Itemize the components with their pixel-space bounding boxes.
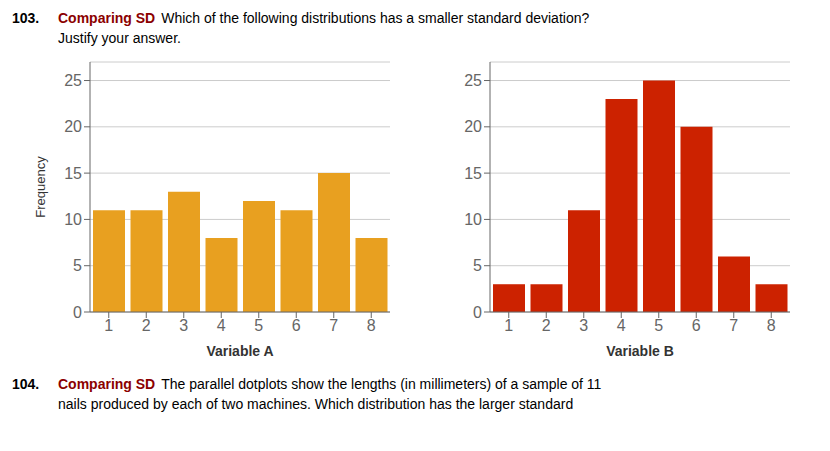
svg-text:10: 10 bbox=[64, 211, 82, 228]
svg-text:1: 1 bbox=[504, 317, 513, 334]
html-text:104.: 104. bbox=[12, 376, 40, 392]
svg-text:Variable A: Variable A bbox=[206, 343, 273, 359]
svg-text:8: 8 bbox=[367, 317, 376, 334]
svg-text:2: 2 bbox=[142, 317, 151, 334]
svg-text:15: 15 bbox=[64, 165, 82, 182]
svg-text:5: 5 bbox=[654, 317, 663, 334]
svg-text:20: 20 bbox=[464, 118, 482, 135]
svg-text:0: 0 bbox=[73, 304, 82, 321]
html-text:Justify your answer.: Justify your answer. bbox=[58, 30, 181, 46]
svg-text:7: 7 bbox=[329, 317, 338, 334]
svg-text:7: 7 bbox=[729, 317, 738, 334]
svg-text:Variable B: Variable B bbox=[606, 343, 674, 359]
html-text:Comparing SD The parallel dotp: Comparing SD The parallel dotplots show … bbox=[58, 376, 602, 392]
svg-text:1: 1 bbox=[104, 317, 113, 334]
svg-text:4: 4 bbox=[217, 317, 226, 334]
svg-text:5: 5 bbox=[254, 317, 263, 334]
svg-text:6: 6 bbox=[292, 317, 301, 334]
svg-text:8: 8 bbox=[767, 317, 776, 334]
svg-text:3: 3 bbox=[179, 317, 188, 334]
svg-text:15: 15 bbox=[464, 165, 482, 182]
svg-text:2: 2 bbox=[542, 317, 551, 334]
svg-text:3: 3 bbox=[579, 317, 588, 334]
svg-text:6: 6 bbox=[692, 317, 701, 334]
svg-text:20: 20 bbox=[64, 118, 82, 135]
svg-text:25: 25 bbox=[64, 72, 82, 89]
svg-text:4: 4 bbox=[617, 317, 626, 334]
svg-text:5: 5 bbox=[73, 257, 82, 274]
html-text:103.: 103. bbox=[12, 10, 40, 26]
svg-text:Frequency: Frequency bbox=[33, 156, 48, 218]
svg-text:0: 0 bbox=[473, 304, 482, 321]
html-text:nails produced by each of two: nails produced by each of two machines. … bbox=[58, 396, 574, 412]
html-text:Comparing SD Which of the foll: Comparing SD Which of the following dist… bbox=[58, 10, 590, 26]
svg-text:10: 10 bbox=[464, 211, 482, 228]
svg-text:25: 25 bbox=[464, 72, 482, 89]
svg-text:5: 5 bbox=[473, 257, 482, 274]
